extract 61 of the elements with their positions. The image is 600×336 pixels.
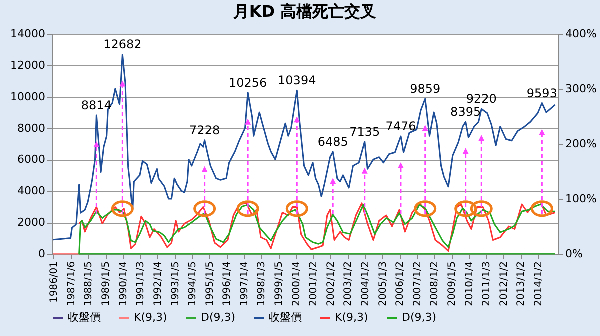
y-tick-label: 4000 (18, 184, 46, 198)
x-tick-label: 1999/1/5 (274, 262, 286, 306)
x-tick-label: 1993/1/5 (170, 262, 182, 306)
x-tick-label: 2000/1/4 (291, 262, 302, 306)
x-tick-label: 2012/1/2 (498, 262, 510, 306)
annotation: 8395 (450, 105, 482, 120)
legend-label: D(9,3) (201, 311, 236, 324)
y-tick-label: 12000 (10, 58, 46, 72)
annotation: 10256 (228, 76, 268, 90)
x-tick-label: 1989/1/5 (101, 262, 112, 306)
x-tick-label: 1987/1/6 (66, 262, 78, 306)
annotation: 9220 (466, 92, 497, 106)
y-tick-label: 14000 (10, 28, 46, 40)
legend-label: 收盤價 (68, 311, 101, 324)
y2-tick-label: 300% (566, 82, 597, 96)
y2-tick-label: 400% (566, 28, 597, 40)
annotation: 6485 (318, 135, 348, 150)
y-tick-label: 2000 (18, 216, 46, 230)
x-tick-label: 1998/1/3 (256, 262, 268, 306)
y-tick-label: 6000 (18, 153, 46, 166)
x-tick-label: 2010/1/4 (464, 262, 476, 306)
x-tick-label: 1992/1/4 (152, 262, 164, 306)
x-tick-label: 1990/1/4 (118, 262, 130, 306)
x-tick-label: 2002/1/2 (326, 262, 337, 306)
x-tick-label: 2009/1/5 (447, 262, 458, 306)
y2-tick-label: 100% (566, 192, 597, 206)
y-tick-label: 8000 (18, 122, 46, 135)
x-tick-label: 1994/1/5 (188, 262, 199, 306)
x-tick-label: 2011/1/3 (482, 262, 493, 306)
x-tick-label: 2004/1/2 (360, 262, 372, 306)
annotation: 7135 (350, 124, 380, 139)
x-tick-label: 2003/1/2 (343, 262, 354, 306)
x-tick-label: 2008/1/2 (430, 262, 441, 306)
annotation: 9859 (410, 82, 441, 96)
y2-tick-label: 200% (566, 138, 597, 150)
x-tick-label: 2007/1/2 (412, 262, 424, 306)
x-tick-label: 1995/1/5 (204, 262, 216, 306)
legend-label: K(9,3) (134, 311, 168, 324)
x-tick-label: 1997/1/4 (239, 262, 250, 306)
annotation: 7476 (386, 120, 416, 134)
annotation: 9593 (526, 86, 558, 100)
annotation: 10394 (278, 74, 316, 88)
x-tick-label: 2014/1/2 (533, 262, 544, 306)
legend-label: K(9,3) (335, 311, 368, 324)
x-tick-label: 2006/1/2 (395, 262, 406, 306)
x-tick-label: 2013/1/2 (516, 262, 528, 306)
annotation: 12682 (104, 38, 142, 52)
chart-title: 月KD 高檔死亡交叉 (232, 2, 377, 21)
legend-label: 收盤價 (269, 311, 302, 324)
x-tick-label: 1991/1/3 (136, 262, 147, 306)
y2-tick-label: 0% (566, 248, 583, 260)
legend-label: D(9,3) (402, 311, 437, 324)
x-tick-label: 1988/1/5 (84, 262, 95, 306)
annotation: 8814 (81, 98, 112, 112)
y-tick-label: 0 (38, 248, 46, 260)
annotation: 7228 (190, 123, 220, 138)
x-tick-label: 2005/1/3 (378, 262, 389, 306)
x-tick-label: 1986/01 (48, 262, 60, 304)
y-tick-label: 10000 (10, 90, 46, 104)
x-tick-label: 1996/1/4 (222, 262, 234, 306)
x-tick-label: 2001/1/2 (308, 262, 320, 306)
